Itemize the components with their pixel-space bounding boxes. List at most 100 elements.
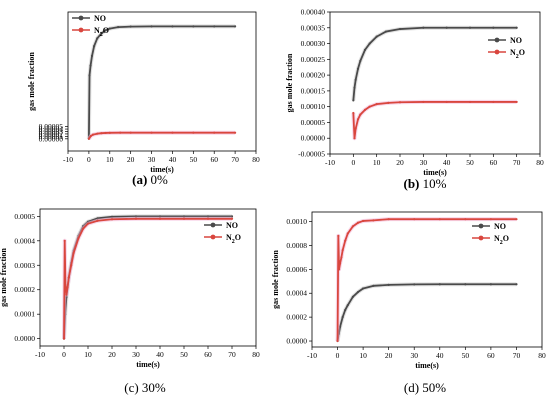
series-glow-no bbox=[62, 214, 232, 339]
data-point bbox=[336, 339, 339, 343]
y-tick-label: 0.0010 bbox=[286, 217, 307, 226]
y-tick-label: 0.00020 bbox=[301, 71, 326, 80]
data-point bbox=[354, 127, 357, 130]
y-tick-label: 0.00030 bbox=[301, 39, 326, 48]
data-point bbox=[363, 48, 367, 51]
data-point bbox=[89, 134, 93, 137]
y-tick-label: 0.0002 bbox=[14, 285, 35, 294]
y-tick-label: 0.00040 bbox=[301, 8, 326, 17]
data-point bbox=[464, 283, 467, 286]
data-point bbox=[352, 99, 355, 102]
data-point bbox=[375, 35, 378, 38]
data-point bbox=[91, 133, 95, 136]
data-point bbox=[413, 218, 416, 221]
data-point bbox=[341, 316, 344, 319]
data-point bbox=[67, 276, 70, 279]
data-point bbox=[387, 218, 390, 221]
data-point bbox=[88, 74, 91, 77]
data-point bbox=[150, 25, 153, 28]
x-tick-label: 0 bbox=[62, 350, 66, 359]
x-tick-label: -10 bbox=[307, 351, 317, 360]
data-point bbox=[351, 225, 354, 228]
x-tick-label: 50 bbox=[466, 158, 474, 167]
legend-marker-n2o bbox=[78, 27, 84, 33]
data-point bbox=[362, 219, 365, 223]
data-point bbox=[413, 283, 416, 286]
data-point bbox=[359, 113, 362, 116]
series-line-n2o bbox=[352, 101, 517, 140]
data-point bbox=[89, 64, 92, 67]
data-point bbox=[489, 218, 492, 221]
x-tick-label: 70 bbox=[513, 351, 521, 360]
data-point bbox=[351, 295, 354, 298]
y-tick-label: 0.0000 bbox=[286, 337, 307, 346]
data-point bbox=[96, 132, 99, 135]
x-tick-label: 20 bbox=[396, 158, 404, 167]
legend-label-n2o: N2O bbox=[94, 26, 109, 38]
y-axis-label: gas mole fraction bbox=[271, 250, 280, 309]
data-point bbox=[346, 304, 349, 307]
y-tick-label: 0.0003 bbox=[14, 261, 35, 270]
data-point bbox=[117, 26, 120, 29]
data-point bbox=[362, 287, 365, 290]
y-tick-label: 0.00035 bbox=[301, 23, 326, 32]
panel-caption: (d) 50% bbox=[404, 380, 446, 395]
data-point bbox=[340, 256, 343, 259]
legend-marker-no bbox=[210, 222, 216, 228]
panel-caption: (c) 30% bbox=[124, 380, 166, 395]
x-tick-label: 30 bbox=[132, 350, 140, 359]
legend-label-no: NO bbox=[510, 36, 522, 45]
data-point bbox=[422, 26, 425, 29]
y-tick-label: 0.00004 bbox=[39, 125, 64, 134]
y-tick-label: 0.0000 bbox=[14, 334, 35, 343]
data-point bbox=[171, 25, 174, 28]
y-tick-label: 0.0002 bbox=[286, 313, 307, 322]
panel-caption: (a) 0% bbox=[132, 172, 168, 187]
series-glow-no bbox=[86, 24, 236, 139]
x-tick-label: -10 bbox=[35, 350, 45, 359]
plot-frame bbox=[311, 211, 543, 348]
data-point bbox=[66, 286, 69, 289]
data-point bbox=[398, 101, 402, 104]
data-point bbox=[65, 293, 68, 296]
data-point bbox=[354, 78, 357, 81]
data-point bbox=[96, 219, 99, 222]
data-point bbox=[108, 27, 111, 30]
legend-label-n2o: N2O bbox=[510, 48, 525, 60]
x-tick-label: 30 bbox=[148, 155, 156, 164]
data-point bbox=[104, 29, 107, 32]
data-point bbox=[72, 251, 75, 255]
data-point bbox=[515, 26, 518, 29]
data-point bbox=[63, 239, 66, 242]
x-tick-label: 0 bbox=[351, 158, 355, 167]
data-point bbox=[62, 337, 66, 340]
legend-label-n2o: N2O bbox=[494, 234, 509, 246]
series-line-no bbox=[336, 283, 517, 342]
data-point bbox=[492, 26, 495, 29]
x-tick-label: 60 bbox=[487, 351, 495, 360]
y-tick-label: 0.0001 bbox=[14, 310, 35, 319]
data-point bbox=[356, 290, 360, 294]
x-tick-label: 60 bbox=[210, 155, 218, 164]
x-axis-label: time(s) bbox=[423, 168, 447, 177]
y-axis-label: gas mole fraction bbox=[0, 248, 8, 307]
data-point bbox=[375, 103, 378, 106]
series-glow-n2o bbox=[351, 99, 517, 141]
data-point bbox=[129, 131, 132, 134]
plot-frame bbox=[329, 11, 541, 155]
data-point bbox=[359, 59, 362, 63]
y-tick-label: 0.0005 bbox=[14, 212, 35, 221]
data-point bbox=[353, 86, 356, 89]
data-point bbox=[339, 262, 342, 265]
data-point bbox=[192, 25, 195, 28]
data-point bbox=[234, 25, 237, 28]
x-tick-label: 80 bbox=[538, 351, 546, 360]
y-tick-label: 0.0006 bbox=[286, 265, 307, 274]
x-tick-label: 40 bbox=[443, 158, 451, 167]
data-point bbox=[234, 131, 237, 134]
data-point bbox=[438, 218, 441, 221]
legend-marker-n2o bbox=[494, 49, 500, 55]
x-tick-label: 70 bbox=[231, 155, 239, 164]
data-point bbox=[77, 237, 80, 240]
x-tick-label: 30 bbox=[410, 351, 418, 360]
